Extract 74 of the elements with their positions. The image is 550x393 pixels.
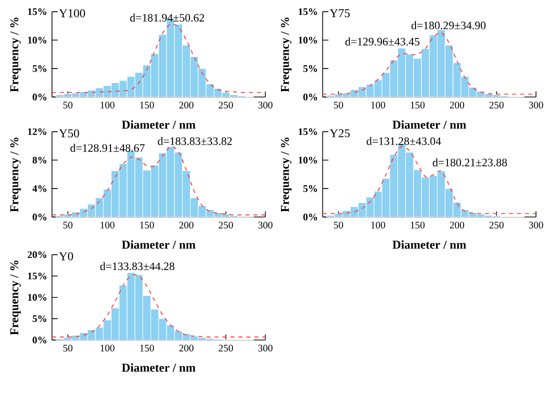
y-tick-label: 15% <box>28 272 46 280</box>
x-tick-label: 50 <box>334 222 344 228</box>
y-tick-label: 10% <box>28 36 46 44</box>
annotation: d=180.29±34.90 <box>411 21 486 30</box>
chart-title: Y25 <box>330 129 350 138</box>
x-tick-label: 50 <box>63 344 72 352</box>
x-tick-label: 150 <box>410 102 425 108</box>
y-tick-label: 15% <box>28 8 46 16</box>
y-tick-label: 0% <box>303 214 318 220</box>
y-tick-label: 5% <box>303 185 318 192</box>
annotation: d=133.83±44.28 <box>100 262 174 270</box>
y-tick-label: 5% <box>32 65 46 72</box>
y-tick-label: 8% <box>32 156 46 164</box>
x-tick-label: 300 <box>528 222 544 228</box>
x-tick-label: 300 <box>528 102 544 108</box>
y-tick-label: 20% <box>28 251 46 258</box>
x-tick-label: 250 <box>218 102 233 108</box>
x-tick-label: 200 <box>179 102 194 108</box>
x-tick-label: 200 <box>450 102 464 108</box>
x-tick-label: 200 <box>450 222 464 228</box>
y-tick-label: 10% <box>28 294 46 301</box>
y-axis-title: Frequency / % <box>10 138 21 212</box>
x-axis-title: Diameter / nm <box>122 363 196 372</box>
x-tick-label: 300 <box>258 344 272 352</box>
y-tick-label: 0% <box>303 94 318 100</box>
y-axis-title: Frequency / % <box>10 260 21 336</box>
y-tick-label: 5% <box>303 65 318 72</box>
annotation: d=181.94±50.62 <box>130 14 204 22</box>
x-tick-label: 300 <box>258 222 272 228</box>
y-tick-label: 4% <box>32 185 46 192</box>
annotation: d=131.28±43.04 <box>366 137 442 146</box>
x-tick-label: 250 <box>489 102 504 108</box>
x-tick-label: 250 <box>489 222 504 228</box>
x-tick-label: 250 <box>218 344 233 352</box>
chart-title: Y100 <box>58 9 86 18</box>
x-axis-title: Diameter / nm <box>122 120 196 129</box>
y-axis-title: Frequency / % <box>280 18 292 92</box>
x-tick-label: 150 <box>140 222 154 228</box>
y-axis-title: Frequency / % <box>10 18 21 92</box>
y-tick-label: 10% <box>298 156 318 164</box>
x-tick-label: 200 <box>179 222 194 228</box>
x-axis-title: Diameter / nm <box>392 120 466 129</box>
x-axis-title: Diameter / nm <box>392 240 466 249</box>
annotation: d=180.21±23.88 <box>432 158 507 166</box>
annotation: d=183.83±33.82 <box>158 137 232 146</box>
chart-title: Y0 <box>58 252 74 260</box>
y-tick-label: 15% <box>298 128 318 136</box>
chart-title: Y50 <box>58 129 80 138</box>
x-tick-label: 100 <box>371 102 386 108</box>
y-tick-label: 0% <box>32 214 46 220</box>
y-tick-label: 5% <box>32 315 46 322</box>
chart-title: Y75 <box>330 9 350 18</box>
y-tick-label: 10% <box>298 36 318 44</box>
y-tick-label: 0% <box>32 336 46 344</box>
x-tick-label: 100 <box>371 222 386 228</box>
x-tick-label: 50 <box>63 102 72 108</box>
x-tick-label: 100 <box>100 102 114 108</box>
y-tick-label: 15% <box>298 8 318 16</box>
x-tick-label: 250 <box>218 222 233 228</box>
x-tick-label: 300 <box>258 102 272 108</box>
y-tick-label: 12% <box>28 128 46 136</box>
x-tick-label: 150 <box>410 222 425 228</box>
x-tick-label: 50 <box>334 102 344 108</box>
x-tick-label: 50 <box>63 222 72 228</box>
y-axis-title: Frequency / % <box>280 138 292 212</box>
x-tick-label: 100 <box>100 222 114 228</box>
x-axis-title: Diameter / nm <box>122 240 196 249</box>
x-tick-label: 100 <box>100 344 114 352</box>
x-tick-label: 200 <box>179 344 194 352</box>
x-tick-label: 150 <box>140 102 154 108</box>
annotation: d=129.96±43.45 <box>345 38 420 46</box>
y-tick-label: 0% <box>32 94 46 100</box>
x-tick-label: 150 <box>140 344 154 352</box>
annotation: d=128.91±48.67 <box>70 144 145 152</box>
